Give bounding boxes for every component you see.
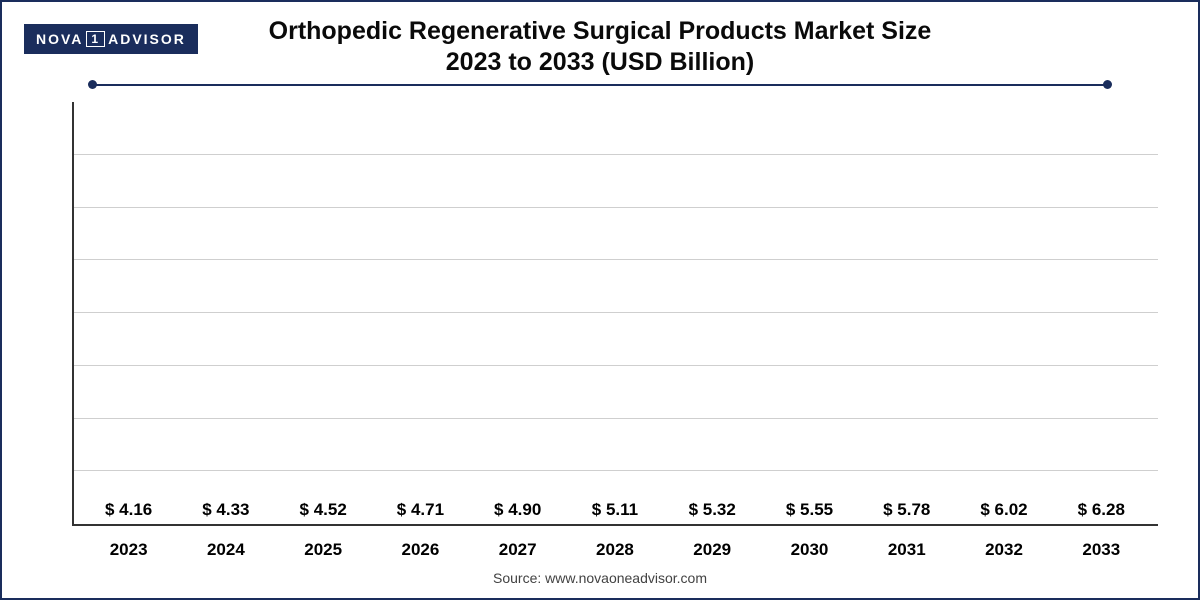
- x-axis-label: 2030: [778, 540, 840, 560]
- bar-group: $ 5.55: [778, 500, 840, 526]
- x-axis-label: 2026: [389, 540, 451, 560]
- x-axis-label: 2028: [584, 540, 646, 560]
- bar-group: $ 6.02: [973, 500, 1035, 526]
- bar-value-label: $ 4.52: [300, 500, 347, 520]
- bar-group: $ 4.52: [292, 500, 354, 526]
- bar-value-label: $ 6.28: [1078, 500, 1125, 520]
- bar-chart: $ 4.16 $ 4.33 $ 4.52 $ 4.71 $ 4.90 $ 5.11 $ 5.…: [72, 102, 1158, 526]
- bar-value-label: $ 4.90: [494, 500, 541, 520]
- x-axis-label: 2029: [681, 540, 743, 560]
- title-underline: [92, 84, 1108, 86]
- x-axis-label: 2032: [973, 540, 1035, 560]
- chart-title: Orthopedic Regenerative Surgical Product…: [2, 16, 1198, 79]
- bar-group: $ 5.78: [876, 500, 938, 526]
- x-axis-label: 2031: [876, 540, 938, 560]
- bar-group: $ 4.90: [487, 500, 549, 526]
- bar-group: $ 6.28: [1070, 500, 1132, 526]
- bar-value-label: $ 4.71: [397, 500, 444, 520]
- x-axis-label: 2027: [487, 540, 549, 560]
- bar-value-label: $ 5.78: [883, 500, 930, 520]
- x-axis-label: 2024: [195, 540, 257, 560]
- x-axis-labels: 2023 2024 2025 2026 2027 2028 2029 2030 2031 2032…: [72, 540, 1158, 560]
- bar-value-label: $ 4.33: [202, 500, 249, 520]
- bar-group: $ 4.16: [98, 500, 160, 526]
- title-line-2: 2023 to 2033 (USD Billion): [2, 47, 1198, 78]
- x-axis-label: 2023: [98, 540, 160, 560]
- source-text: Source: www.novaoneadvisor.com: [2, 570, 1198, 586]
- bar-value-label: $ 4.16: [105, 500, 152, 520]
- bar-value-label: $ 5.55: [786, 500, 833, 520]
- bar-value-label: $ 6.02: [980, 500, 1027, 520]
- bar-value-label: $ 5.32: [689, 500, 736, 520]
- bar-group: $ 5.32: [681, 500, 743, 526]
- bars-container: $ 4.16 $ 4.33 $ 4.52 $ 4.71 $ 4.90 $ 5.11 $ 5.…: [72, 102, 1158, 526]
- bar-group: $ 4.33: [195, 500, 257, 526]
- x-axis-label: 2033: [1070, 540, 1132, 560]
- title-line-1: Orthopedic Regenerative Surgical Product…: [2, 16, 1198, 47]
- bar-group: $ 4.71: [389, 500, 451, 526]
- x-axis-label: 2025: [292, 540, 354, 560]
- bar-value-label: $ 5.11: [592, 500, 638, 520]
- bar-group: $ 5.11: [584, 500, 646, 526]
